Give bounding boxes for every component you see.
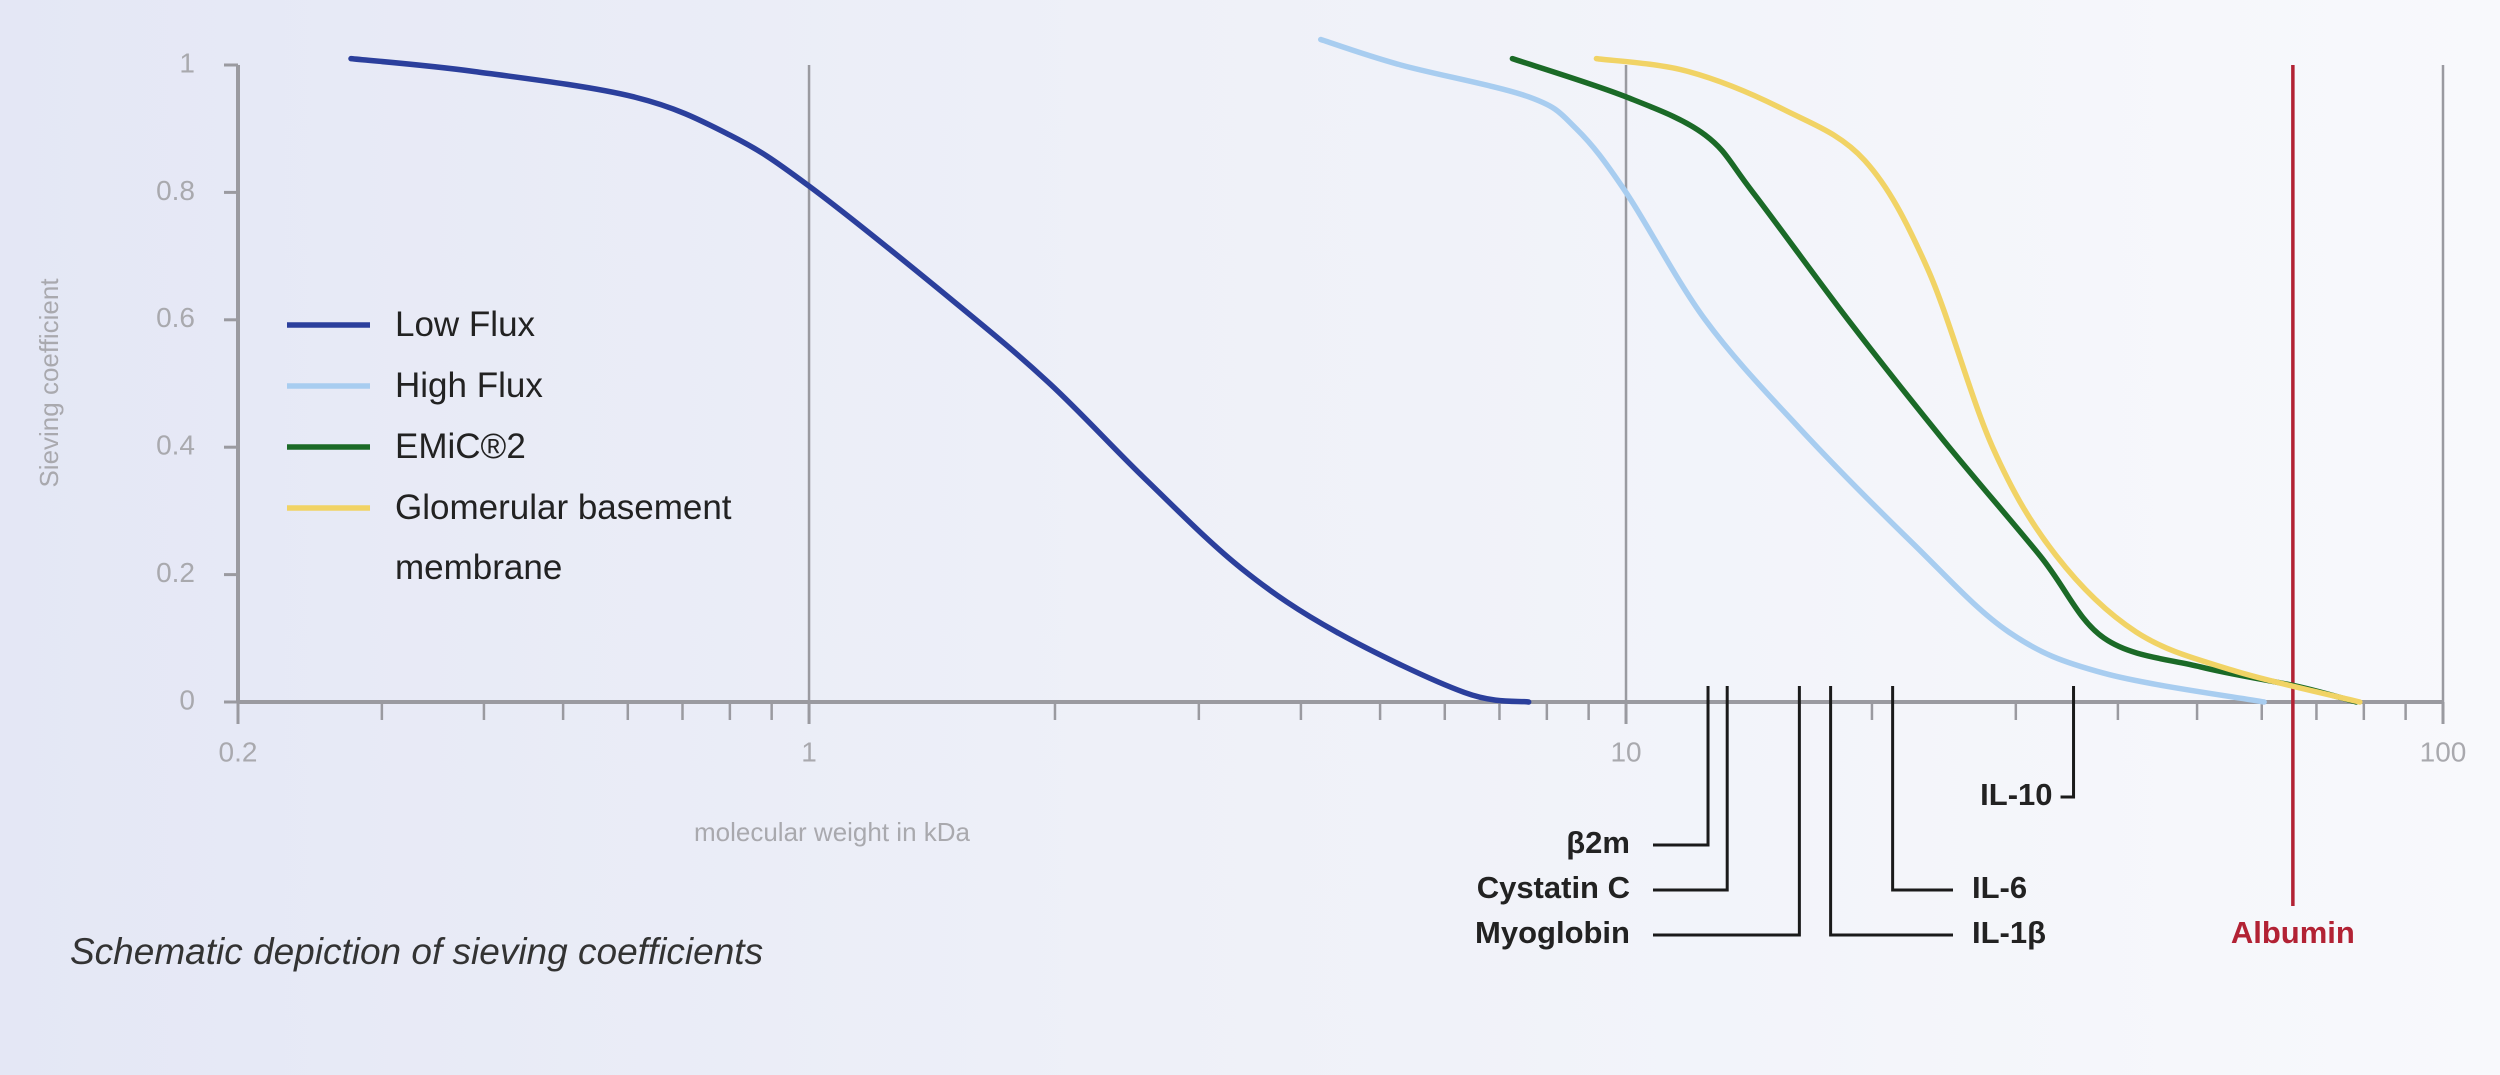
series-line — [1593, 55, 2363, 705]
y-tick-label: 1 — [179, 47, 195, 78]
series-line — [348, 55, 1532, 705]
series-line — [1509, 55, 2359, 705]
y-axis-label: Sieving coefficient — [34, 278, 64, 488]
legend-label: Low Flux — [395, 305, 536, 344]
x-axis-label: molecular weight in kDa — [694, 817, 971, 847]
marker-label: Cystatin C — [1477, 870, 1630, 905]
marker-line — [1891, 686, 1953, 892]
x-tick-label: 1 — [801, 736, 817, 767]
x-tick-label: 0.2 — [219, 736, 258, 767]
marker-label: Albumin — [2231, 915, 2355, 950]
marker-line — [1829, 686, 1953, 937]
chart-title: Schematic depiction of sieving coefficie… — [70, 931, 763, 972]
marker-label: IL-10 — [1980, 777, 2052, 812]
marker-line — [1653, 686, 1801, 937]
marker-label: IL-1β — [1972, 915, 2046, 950]
legend-label: Glomerular basement membrane — [395, 488, 732, 587]
marker-label: IL-6 — [1972, 870, 2027, 905]
legend-label: EMiC®2 — [395, 427, 526, 466]
y-tick-label: 0.2 — [156, 557, 195, 588]
legend-entry: Low Flux — [395, 305, 536, 344]
marker-label: Myoglobin — [1475, 915, 1630, 950]
marker-line — [1653, 686, 1729, 892]
y-tick-label: 0.6 — [156, 302, 195, 333]
y-tick-label: 0 — [179, 684, 195, 715]
legend-entry: EMiC®2 — [395, 427, 526, 466]
marker-label: β2m — [1566, 825, 1630, 860]
legend-label: High Flux — [395, 366, 543, 405]
legend-entry: Glomerular basement membrane — [395, 488, 732, 587]
legend-entry: High Flux — [395, 366, 543, 405]
series-line — [1318, 36, 2267, 705]
marker-line — [2060, 686, 2076, 799]
x-tick-label: 10 — [1610, 736, 1641, 767]
marker-line — [1653, 686, 1710, 847]
x-tick-label: 100 — [2420, 736, 2467, 767]
y-tick-label: 0.8 — [156, 175, 195, 206]
y-tick-label: 0.4 — [156, 430, 195, 461]
